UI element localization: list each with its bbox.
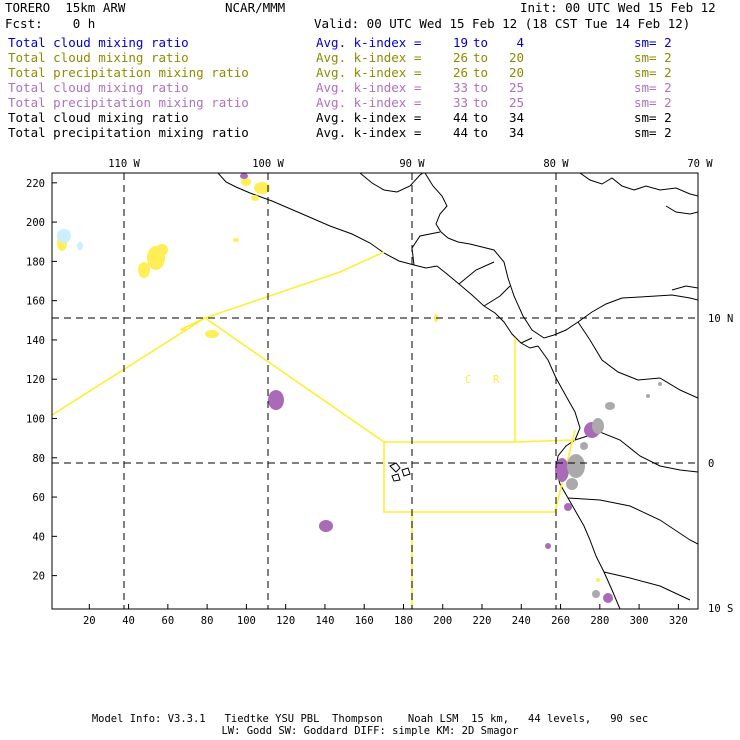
left-tick-label: 200 xyxy=(26,217,45,229)
legend-low-value: 33 xyxy=(452,95,468,110)
lon-label: 90 W xyxy=(399,158,425,170)
legend-avg-label: Avg. k-index = xyxy=(316,65,422,80)
left-tick-label: 180 xyxy=(26,256,45,268)
bottom-tick-label: 200 xyxy=(433,615,452,627)
left-tick-label: 100 xyxy=(26,413,45,425)
region-boundaries xyxy=(52,251,576,609)
lon-label: 110 W xyxy=(108,158,140,170)
model-info: Model Info: V3.3.1 Tiedtke YSU PBL Thomp… xyxy=(91,713,649,725)
legend-to: to xyxy=(473,110,489,125)
legend-to: to xyxy=(473,95,489,110)
bottom-tick-label: 140 xyxy=(315,615,334,627)
legend-avg-label: Avg. k-index = xyxy=(316,80,422,95)
bottom-tick-label: 100 xyxy=(237,615,256,627)
legend-smoothing: sm= 2 xyxy=(634,95,672,110)
legend-smoothing: sm= 2 xyxy=(634,125,672,140)
legend-smoothing: sm= 2 xyxy=(634,65,672,80)
cloud-features xyxy=(57,173,662,603)
legend-high-value: 34 xyxy=(508,125,524,140)
map-frame xyxy=(51,172,699,610)
left-tick-label: 160 xyxy=(26,296,45,308)
legend-low-value: 26 xyxy=(452,65,468,80)
legend-field-name: Total cloud mixing ratio xyxy=(8,110,189,125)
valid-time: Valid: 00 UTC Wed 15 Feb 12 (18 CST Tue … xyxy=(314,16,691,31)
legend-field-name: Total precipitation mixing ratio xyxy=(8,65,249,80)
legend-field-name: Total cloud mixing ratio xyxy=(8,35,189,50)
lon-label: 70 W xyxy=(687,158,713,170)
bottom-tick-label: 40 xyxy=(122,615,135,627)
bottom-grid-ticks: 20 40 60 80 100 120 140 160 180 200 220 240 260 280 30… xyxy=(83,604,688,627)
legend-to: to xyxy=(473,35,489,50)
right-latitude-labels: 10 N 0 10 S xyxy=(708,313,733,615)
legend-high-value: 25 xyxy=(508,80,524,95)
legend-avg-label: Avg. k-index = xyxy=(316,125,422,140)
box-label-r: R xyxy=(493,374,500,386)
bottom-tick-label: 240 xyxy=(512,615,531,627)
coastlines xyxy=(217,173,698,609)
legend-high-value: 25 xyxy=(508,95,524,110)
top-longitude-labels: 110 W 100 W 90 W 80 W 70 W xyxy=(108,158,713,170)
legend-field-name: Total cloud mixing ratio xyxy=(8,80,189,95)
lon-label: 80 W xyxy=(543,158,569,170)
legend-low-value: 26 xyxy=(452,50,468,65)
legend-smoothing: sm= 2 xyxy=(634,110,672,125)
legend-high-value: 4 xyxy=(516,35,524,50)
lon-label: 100 W xyxy=(252,158,284,170)
bottom-tick-label: 300 xyxy=(630,615,649,627)
legend-smoothing: sm= 2 xyxy=(634,35,672,50)
physics-info: LW: Godd SW: Goddard DIFF: simple KM: 2D… xyxy=(221,725,519,737)
bottom-tick-label: 280 xyxy=(590,615,609,627)
bottom-tick-label: 60 xyxy=(162,615,175,627)
legend-avg-label: Avg. k-index = xyxy=(316,35,422,50)
legend-avg-label: Avg. k-index = xyxy=(316,95,422,110)
init-time: Init: 00 UTC Wed 15 Feb 12 xyxy=(520,0,716,15)
legend-field-name: Total cloud mixing ratio xyxy=(8,50,189,65)
legend-to: to xyxy=(473,125,489,140)
legend-smoothing: sm= 2 xyxy=(634,80,672,95)
legend-to: to xyxy=(473,80,489,95)
left-tick-label: 220 xyxy=(26,178,45,190)
legend-field-name: Total precipitation mixing ratio xyxy=(8,125,249,140)
legend-low-value: 44 xyxy=(452,110,468,125)
legend-field-name: Total precipitation mixing ratio xyxy=(8,95,249,110)
bottom-tick-label: 320 xyxy=(669,615,688,627)
bottom-tick-label: 120 xyxy=(276,615,295,627)
bottom-tick-label: 80 xyxy=(201,615,214,627)
legend-low-value: 19 xyxy=(452,35,468,50)
legend-low-value: 33 xyxy=(452,80,468,95)
legend-avg-label: Avg. k-index = xyxy=(316,50,422,65)
left-tick-label: 80 xyxy=(32,453,45,465)
left-tick-label: 140 xyxy=(26,335,45,347)
legend-high-value: 34 xyxy=(508,110,524,125)
legend-avg-label: Avg. k-index = xyxy=(316,110,422,125)
forecast-hour: Fcst: 0 h xyxy=(5,16,96,31)
box-label-c: C xyxy=(465,374,471,386)
bottom-tick-label: 260 xyxy=(551,615,570,627)
graticule xyxy=(52,173,698,609)
legend-smoothing: sm= 2 xyxy=(634,50,672,65)
bottom-tick-label: 180 xyxy=(394,615,413,627)
left-tick-label: 120 xyxy=(26,374,45,386)
legend-high-value: 20 xyxy=(508,50,524,65)
lat-label: 10 N xyxy=(708,313,733,325)
bottom-tick-label: 220 xyxy=(473,615,492,627)
legend-to: to xyxy=(473,50,489,65)
lat-label: 10 S xyxy=(708,603,733,615)
left-tick-label: 60 xyxy=(32,492,45,504)
legend-low-value: 44 xyxy=(452,125,468,140)
lat-label: 0 xyxy=(708,458,714,470)
bottom-tick-label: 160 xyxy=(355,615,374,627)
left-tick-label: 20 xyxy=(32,571,45,583)
legend-to: to xyxy=(473,65,489,80)
legend-high-value: 20 xyxy=(508,65,524,80)
left-tick-label: 40 xyxy=(32,531,45,543)
model-label: TORERO 15km ARW xyxy=(5,0,126,15)
org-label: NCAR/MMM xyxy=(225,0,286,15)
bottom-tick-label: 20 xyxy=(83,615,96,627)
left-grid-ticks: 220 200 180 160 140 120 100 80 60 40 20 xyxy=(26,178,57,583)
